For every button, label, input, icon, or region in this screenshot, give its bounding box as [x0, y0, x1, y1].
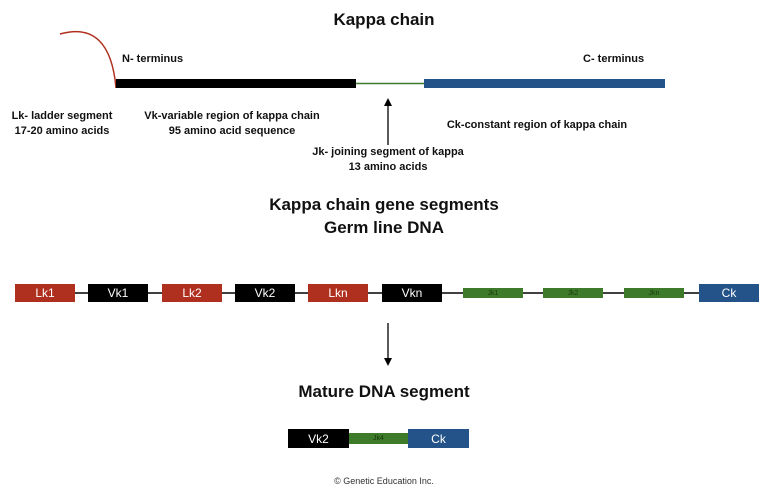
- copyright: © Genetic Education Inc.: [334, 476, 434, 486]
- segment-ck: Ck: [699, 284, 759, 302]
- c-terminus-label: C- terminus: [583, 53, 645, 65]
- n-terminus-label: N- terminus: [122, 53, 184, 65]
- down-arrow-head: [384, 358, 392, 366]
- segment-jk1: Jk1: [463, 288, 523, 298]
- gene-segments-title: Kappa chain gene segments Germ line DNA: [269, 195, 499, 237]
- segment-lk1: Lk1: [15, 284, 75, 302]
- segment-vk2: Vk2: [235, 284, 295, 302]
- ck-label: Ck-constant region of kappa chain: [446, 119, 628, 131]
- variable-bar: [116, 79, 356, 88]
- mature-vk2: Vk2: [288, 429, 349, 448]
- vk-label: Vk-variable region of kappa chain 95 amin…: [144, 110, 320, 137]
- up-arrow-head: [384, 98, 392, 106]
- lk-label: Lk- ladder segment 17-20 amino acids: [11, 110, 113, 137]
- mature-jk4: Jk4: [349, 433, 408, 444]
- segment-lk2: Lk2: [162, 284, 222, 302]
- segment-vkn: Vkn: [382, 284, 442, 302]
- segment-vk1: Vk1: [88, 284, 148, 302]
- mature-title: Mature DNA segment: [298, 382, 470, 401]
- constant-bar: [424, 79, 665, 88]
- jk-label: Jk- joining segment of kappa 13 amino aci…: [312, 146, 464, 173]
- title: Kappa chain: [333, 10, 435, 29]
- leader-curve: [59, 30, 117, 89]
- mature-ck: Ck: [408, 429, 469, 448]
- segment-jk2: Jk2: [543, 288, 603, 298]
- segment-jkn: Jkn: [624, 288, 684, 298]
- segment-lkn: Lkn: [308, 284, 368, 302]
